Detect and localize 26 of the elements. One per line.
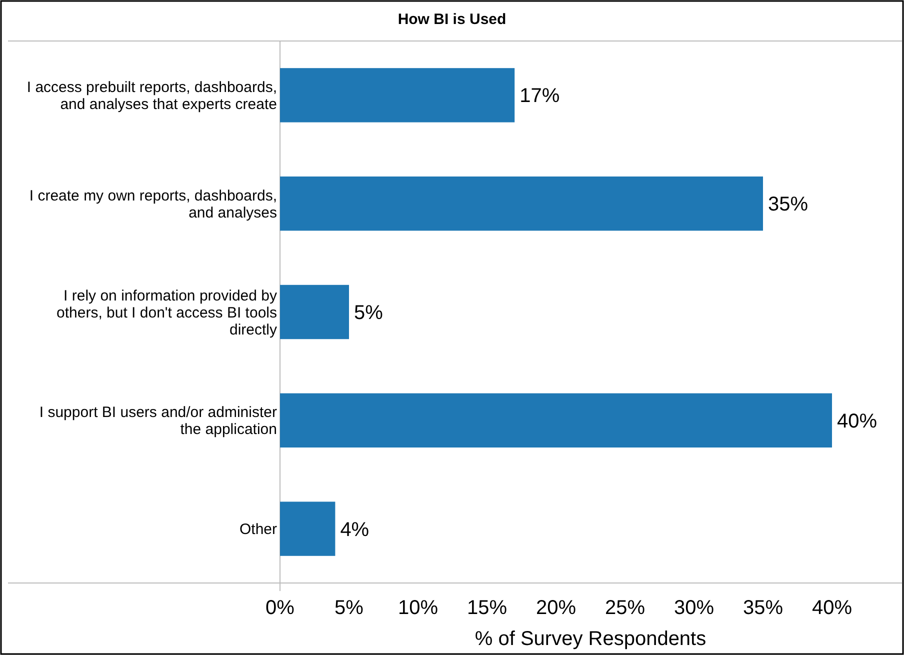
x-tick-label: 25%	[604, 597, 646, 619]
x-tick-label: 5%	[334, 597, 364, 619]
data-label: 35%	[768, 194, 808, 216]
y-tick-label: I create my own reports, dashboards, and analyses	[29, 187, 277, 222]
y-tick-label: I rely on information provided by others, but I don't access BI tools directly	[56, 287, 278, 338]
data-label: 5%	[354, 302, 384, 324]
x-tick-label: 35%	[742, 597, 784, 619]
x-tick-label: 0%	[266, 597, 295, 619]
x-tick-label: 30%	[674, 597, 714, 619]
bar	[280, 393, 832, 448]
x-tick-label: 20%	[536, 597, 576, 619]
bar	[280, 284, 349, 340]
y-tick-label: I support BI users and/or administer the application	[39, 404, 277, 438]
x-tick-label: 40%	[812, 597, 852, 619]
bar	[280, 176, 763, 231]
x-tick-label: 10%	[398, 597, 438, 619]
bar	[280, 502, 336, 556]
y-tick-label: Other	[239, 521, 278, 538]
y-tick-label: I access prebuilt reports, dashboards, and analyses that experts create	[26, 78, 277, 113]
data-label: 4%	[340, 518, 370, 541]
data-label: 40%	[837, 410, 878, 432]
x-tick-label: 15%	[466, 597, 508, 619]
x-axis-title: % of Survey Respondents	[474, 628, 706, 650]
data-label: 17%	[520, 85, 560, 108]
bar	[280, 68, 515, 122]
text: How BI is Used	[398, 11, 506, 28]
